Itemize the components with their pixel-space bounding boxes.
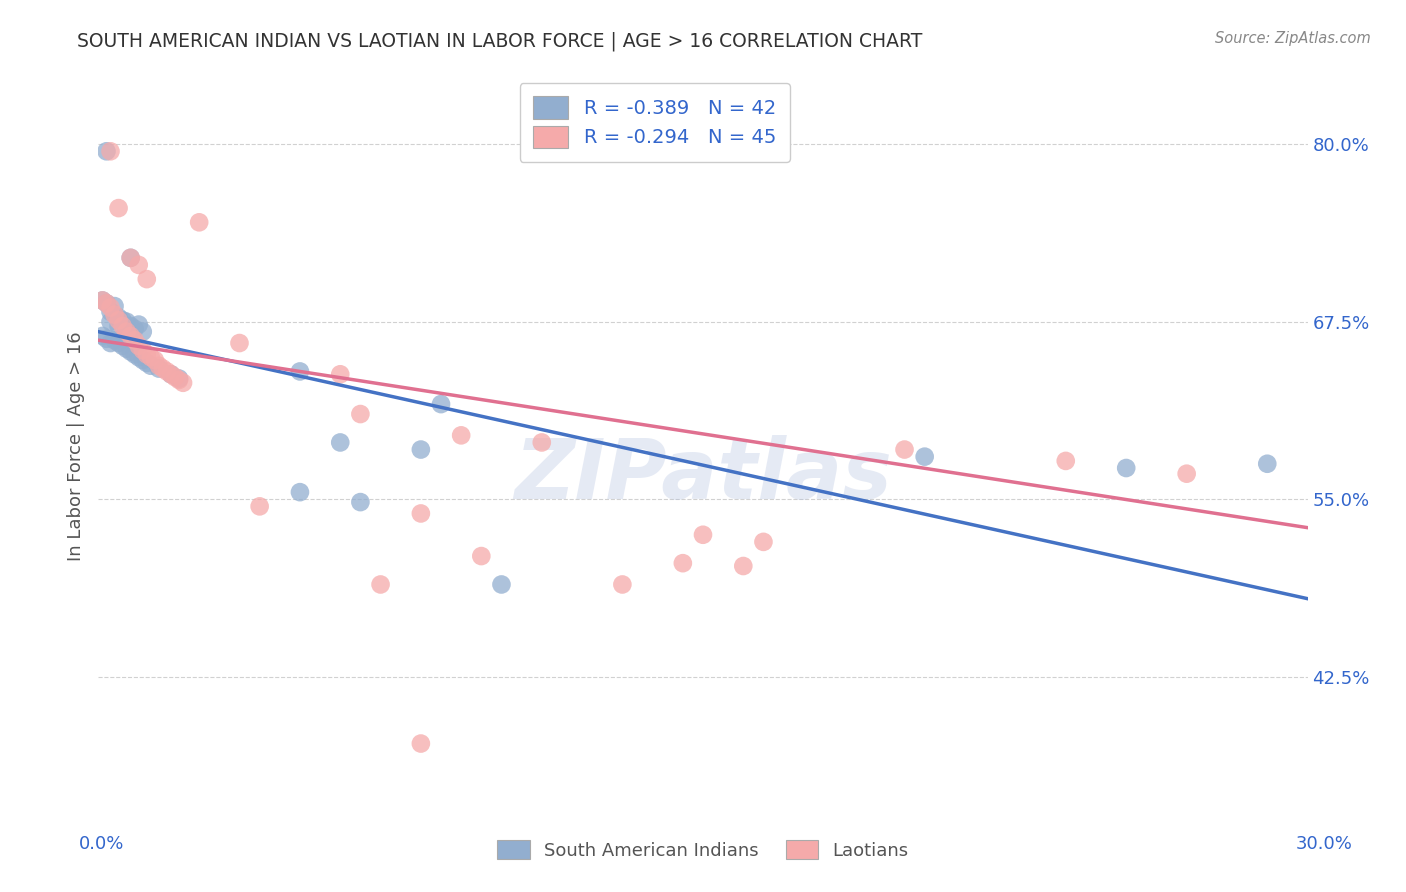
Point [135,356,157,370]
Point [96,296,118,310]
Point [249,500,271,514]
Point [733,559,755,574]
Point [156,364,179,378]
Point [148,359,170,373]
Point [111,339,134,353]
Point [530,435,553,450]
Text: SOUTH AMERICAN INDIAN VS LAOTIAN IN LABOR FORCE | AGE > 16 CORRELATION CHART: SOUTH AMERICAN INDIAN VS LAOTIAN IN LABO… [77,31,922,51]
Point [349,495,371,509]
Point [103,308,125,322]
Point [163,370,186,384]
Point [96,145,118,159]
Text: 0.0%: 0.0% [79,835,124,853]
Text: 30.0%: 30.0% [1296,835,1353,853]
Point [228,336,250,351]
Point [91,293,114,308]
Point [430,397,453,411]
Point [120,329,142,343]
Point [329,435,352,450]
Point [139,359,162,373]
Point [1256,457,1278,471]
Point [160,368,183,382]
Point [188,215,211,229]
Point [172,376,194,390]
Point [96,296,118,310]
Point [914,450,936,464]
Point [409,507,432,521]
Point [893,442,915,457]
Point [329,368,352,382]
Point [115,325,138,339]
Point [115,315,138,329]
Point [107,336,129,351]
Point [128,318,150,332]
Point [100,145,122,159]
Point [124,347,146,361]
Point [115,322,138,336]
Point [135,347,157,361]
Point [160,368,183,382]
Point [370,577,392,591]
Point [120,344,142,359]
Point [1175,467,1198,481]
Point [752,534,775,549]
Point [470,549,492,563]
Text: ZIPatlas: ZIPatlas [515,434,891,516]
Point [107,313,129,327]
Point [288,364,311,378]
Point [107,310,129,325]
Point [120,251,142,265]
Text: Source: ZipAtlas.com: Source: ZipAtlas.com [1215,31,1371,46]
Point [132,343,155,358]
Point [143,353,166,368]
Legend: R = -0.389   N = 42, R = -0.294   N = 45: R = -0.389 N = 42, R = -0.294 N = 45 [520,83,790,161]
Point [1115,461,1137,475]
Point [115,342,138,356]
Point [132,325,155,339]
Point [135,272,157,286]
Point [148,361,170,376]
Point [107,318,129,333]
Point [107,201,129,215]
Point [91,293,114,308]
Point [100,301,122,315]
Point [128,339,150,353]
Point [111,318,134,333]
Point [450,428,472,442]
Point [672,556,695,570]
Point [1054,454,1077,468]
Point [288,485,311,500]
Y-axis label: In Labor Force | Age > 16: In Labor Force | Age > 16 [66,331,84,561]
Point [128,258,150,272]
Point [91,329,114,343]
Point [349,407,371,421]
Point [167,373,190,387]
Point [139,350,162,364]
Point [100,336,122,351]
Point [167,371,190,385]
Point [120,251,142,265]
Point [111,313,134,327]
Point [692,528,714,542]
Point [120,318,142,333]
Point [152,361,174,376]
Legend: South American Indians, Laotians: South American Indians, Laotians [489,833,917,867]
Point [100,305,122,319]
Point [132,353,155,368]
Point [409,442,432,457]
Point [128,350,150,364]
Point [409,737,432,751]
Point [103,299,125,313]
Point [100,315,122,329]
Point [96,332,118,346]
Point [124,333,146,347]
Point [124,322,146,336]
Point [612,577,634,591]
Point [103,333,125,347]
Point [491,577,513,591]
